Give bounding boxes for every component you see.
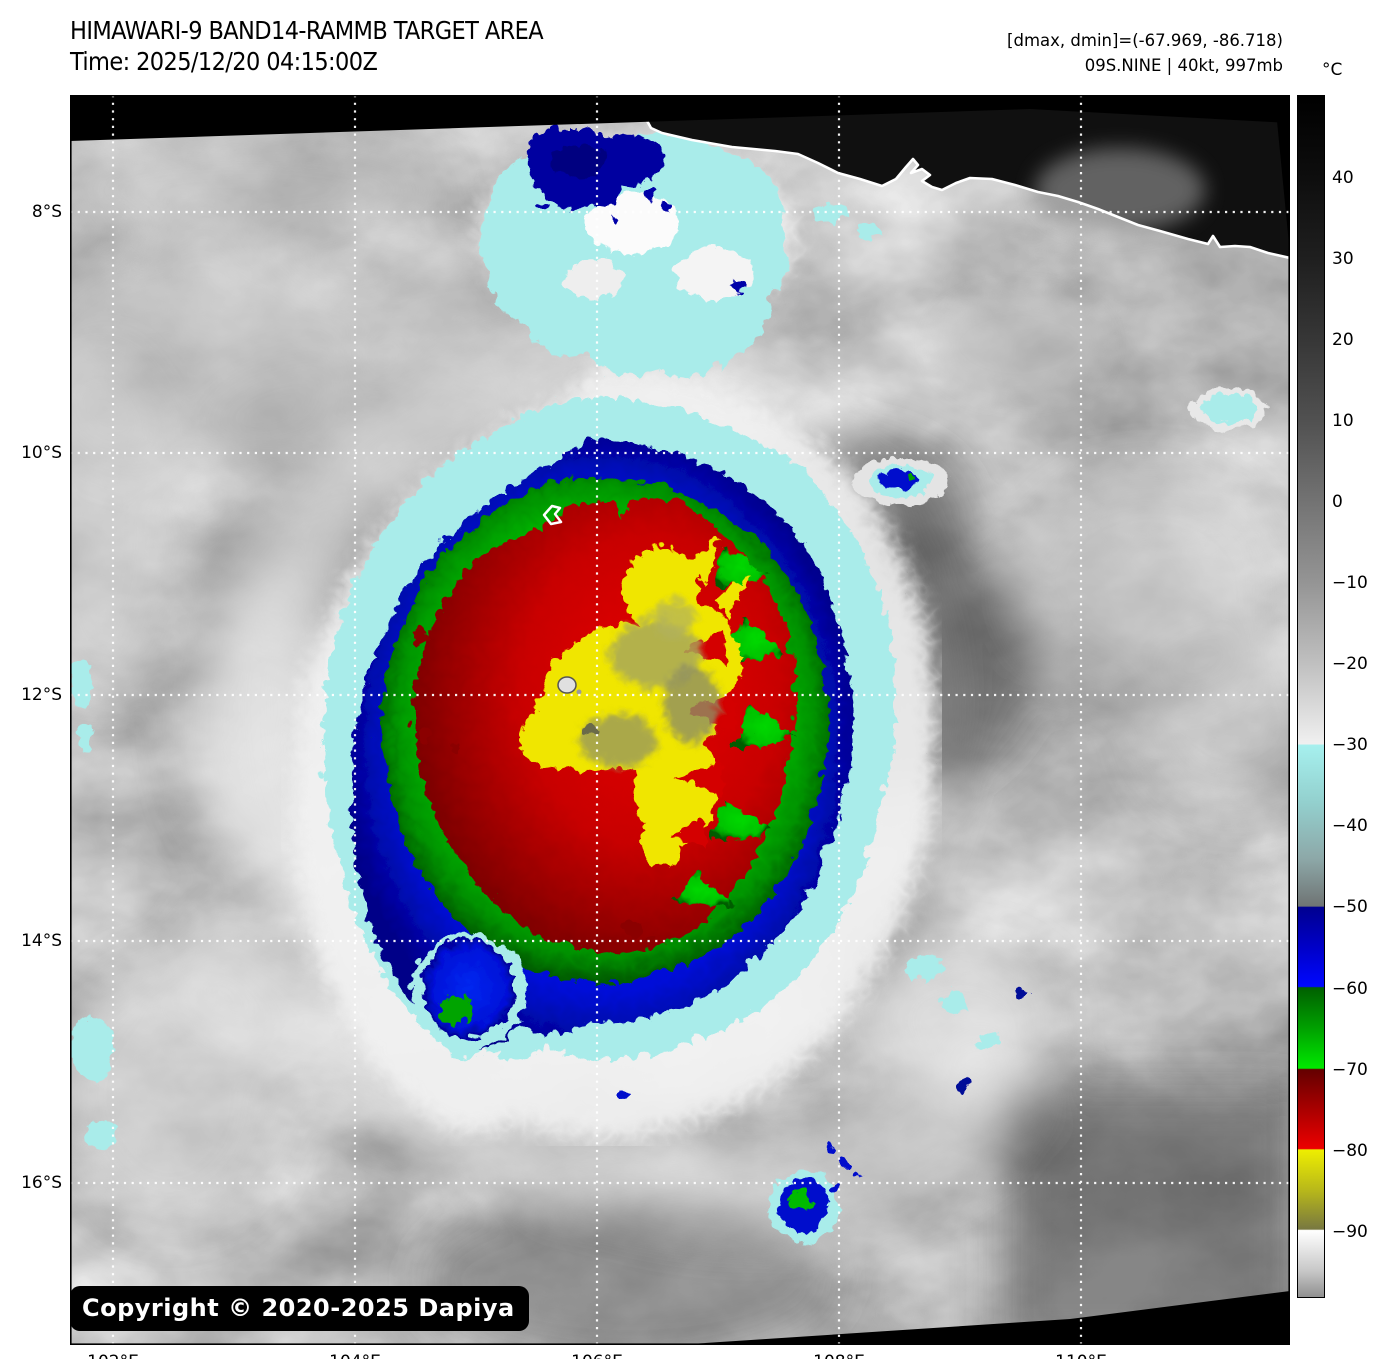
colorbar-tick-label: −80 [1332, 1141, 1368, 1161]
bottom-no-data-wedge [675, 1291, 1290, 1345]
coastline [643, 93, 1292, 260]
lat-label-16s: 16°S [21, 1173, 62, 1193]
no-data-wedges [70, 95, 1290, 1345]
land-cloud [1035, 148, 1205, 232]
lat-label-12s: 12°S [21, 685, 62, 705]
olive-dark-spot [580, 722, 594, 734]
storm-center-markers [542, 504, 582, 695]
scattered-cold-patches [66, 155, 1275, 1239]
colorbar [1297, 95, 1325, 1298]
southeast-rainband-flecks [900, 953, 1025, 1090]
lat-label-10s: 10°S [21, 443, 62, 463]
green-spikes-into-red [670, 541, 792, 905]
colorbar-tick-label: −90 [1332, 1222, 1368, 1242]
colorbar-tick-label: −20 [1332, 654, 1368, 674]
colorbar-tick-label: −50 [1332, 897, 1368, 917]
satellite-map-canvas [20, 93, 1330, 1359]
header-title-block: HIMAWARI-9 BAND14-RAMMB TARGET AREA Time… [70, 16, 544, 78]
lon-label-110e: 110°E [1039, 1350, 1123, 1359]
colorbar-tick-label: 30 [1332, 249, 1354, 269]
west-edge-cyan-patches [66, 655, 113, 1144]
colorbar-tick-label: 40 [1332, 168, 1354, 188]
colorbar-tick-label: −40 [1332, 816, 1368, 836]
dmax-dmin-label: [dmax, dmin]=(-67.969, -86.718) [1007, 31, 1283, 50]
storm-info-label: 09S.NINE | 40kt, 997mb [1084, 56, 1283, 75]
colorbar-tick-label: −10 [1332, 573, 1368, 593]
copyright-badge: Copyright © 2020-2025 Dapiya [70, 1286, 529, 1331]
map-border [70, 95, 1291, 1346]
colorbar-tick-label: −60 [1332, 979, 1368, 999]
east-blue-patch [850, 453, 946, 501]
navy-specks-north [536, 183, 741, 289]
colorbar-tick-label: 10 [1332, 411, 1354, 431]
colorbar-tick-label: −30 [1332, 735, 1368, 755]
maroon-patches [409, 626, 654, 945]
warm-eye-dot [576, 689, 582, 695]
east-cyan-patch [1187, 383, 1263, 427]
south-blue-specks [612, 1084, 859, 1190]
satellite-map: Copyright © 2020-2025 Dapiya [20, 93, 1330, 1359]
lat-label-8s: 8°S [31, 202, 62, 222]
lon-label-108e: 108°E [797, 1350, 881, 1359]
north-cold-cloud [474, 124, 877, 374]
warm-eye-spot [557, 676, 577, 694]
graticule [70, 95, 1290, 1345]
top-no-data-wedge [70, 95, 1290, 141]
olive-warm-patches [577, 597, 716, 763]
lon-label-104e: 104°E [313, 1350, 397, 1359]
colorbar-unit-label: °C [1322, 60, 1343, 80]
java-land [643, 93, 1292, 397]
storm-system [288, 363, 935, 1139]
storm-south-blue-blob [407, 930, 523, 1046]
top-right-no-data-sliver [1277, 121, 1290, 255]
colorbar-tick-label: −70 [1332, 1060, 1368, 1080]
header-info-block: [dmax, dmin]=(-67.969, -86.718) 09S.NINE… [1007, 28, 1283, 78]
lat-label-14s: 14°S [21, 931, 62, 951]
lon-label-106e: 106°E [555, 1350, 639, 1359]
dmax-contour-marker [542, 504, 563, 526]
lon-label-102e: 102°E [71, 1350, 155, 1359]
colorbar-tick-label: 0 [1332, 492, 1343, 512]
page-title: HIMAWARI-9 BAND14-RAMMB TARGET AREA [70, 16, 544, 45]
colorbar-tick-label: 20 [1332, 330, 1354, 350]
time-label: Time: 2025/12/20 04:15:00Z [70, 47, 378, 76]
coast-cloud [935, 293, 1105, 397]
south-green-blue-blob [764, 1167, 836, 1239]
